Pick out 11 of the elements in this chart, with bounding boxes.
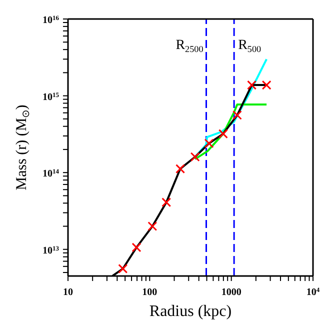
y-tick-label: 10$^{16}$ <box>42 14 60 26</box>
x-tick-label: 10$^{4}$ <box>306 286 320 298</box>
ref-line-label: R$_{500}$ <box>238 38 262 54</box>
y-tick-label: 10$^{14}$ <box>42 168 60 180</box>
x-tick-label: 10 <box>63 287 73 298</box>
y-tick-label: 10$^{15}$ <box>42 91 60 103</box>
ref-line-label: R$_{2500}$ <box>176 38 204 54</box>
x-axis-title: Radius (kpc) <box>149 303 232 320</box>
x-tick-label: 1000 <box>221 287 242 298</box>
x-tick-label: 100 <box>142 287 158 298</box>
y-tick-label: 10$^{13}$ <box>42 244 60 256</box>
